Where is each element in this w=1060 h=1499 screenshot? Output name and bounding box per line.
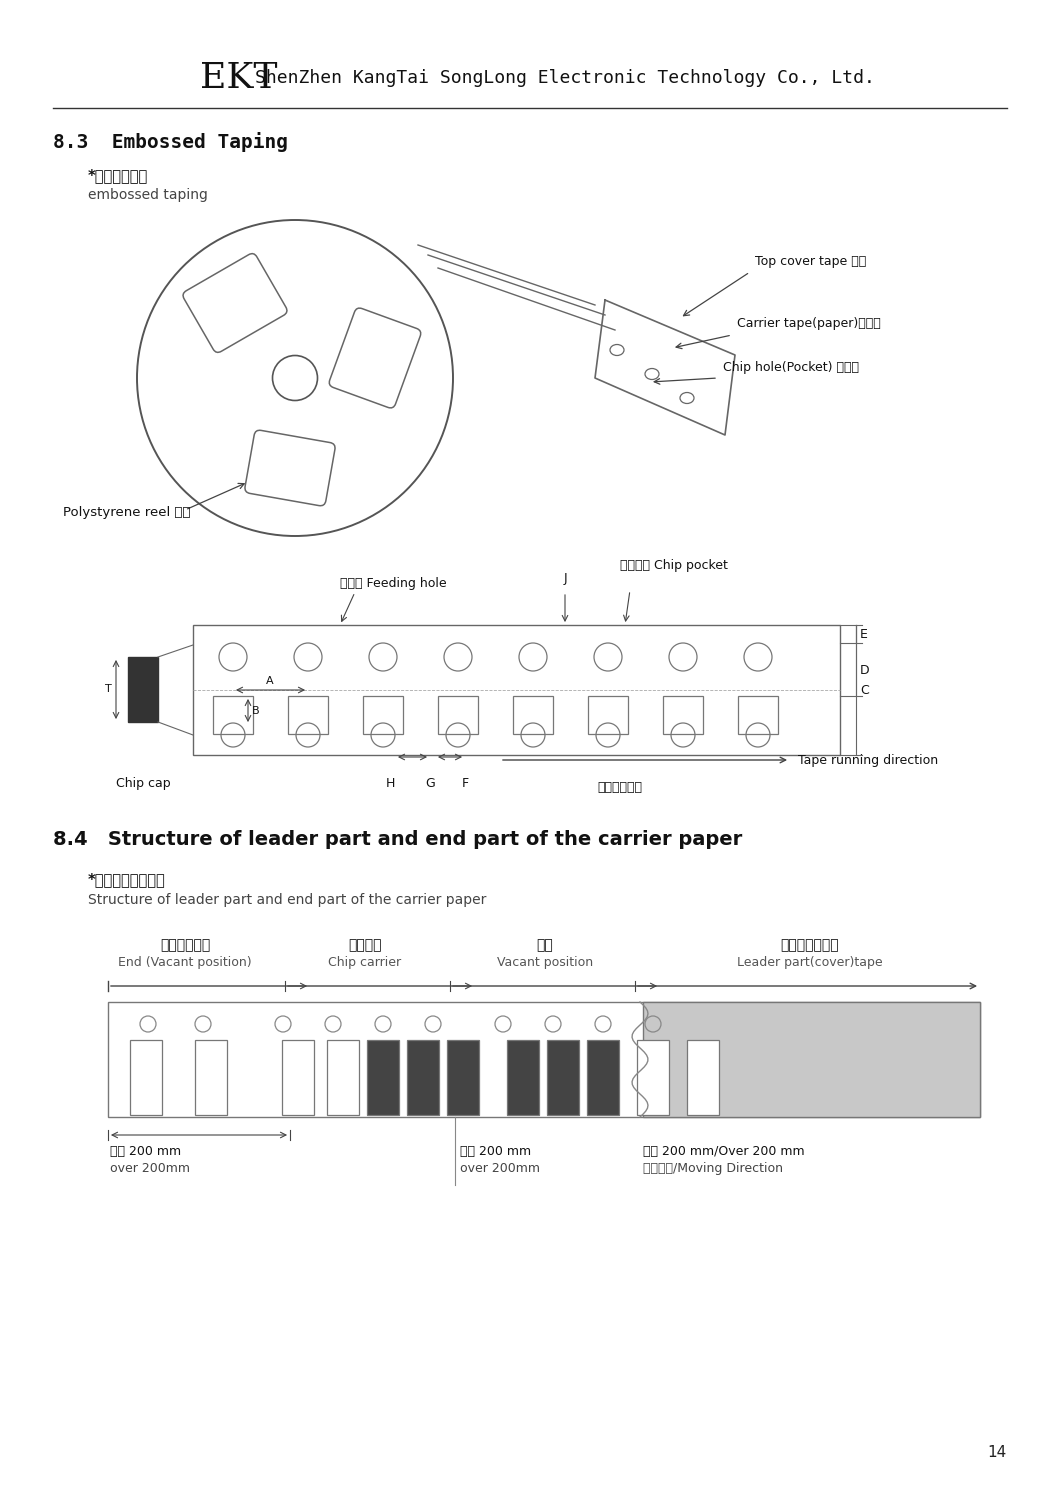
Text: H: H — [386, 776, 394, 790]
Bar — [130, 1040, 162, 1115]
Bar — [637, 1040, 669, 1115]
Text: 紙帶傳送方向: 紙帶傳送方向 — [598, 781, 642, 794]
Text: G: G — [425, 776, 435, 790]
Bar — [587, 1040, 619, 1115]
Bar — [547, 1040, 579, 1115]
Text: Carrier tape(paper)傳送帶: Carrier tape(paper)傳送帶 — [737, 316, 881, 330]
Text: 帶頭（面膠面）: 帶頭（面膠面） — [780, 938, 840, 952]
Text: Chip carrier: Chip carrier — [329, 956, 402, 968]
Bar — [513, 696, 553, 735]
Text: over 200mm: over 200mm — [110, 1162, 190, 1175]
Text: 傳送方向/Moving Direction: 傳送方向/Moving Direction — [643, 1162, 783, 1175]
Bar — [662, 696, 703, 735]
Text: 尾部（空帶）: 尾部（空帶） — [160, 938, 210, 952]
Bar — [326, 1040, 359, 1115]
Text: B: B — [252, 706, 260, 717]
Text: *塑膠卷盤結構: *塑膠卷盤結構 — [88, 168, 148, 183]
Text: T: T — [105, 684, 112, 694]
Text: Vacant position: Vacant position — [497, 956, 593, 968]
Bar — [438, 696, 478, 735]
Bar — [643, 1001, 980, 1117]
Text: Chip hole(Pocket) 芯片孔: Chip hole(Pocket) 芯片孔 — [723, 361, 859, 373]
Text: A: A — [266, 676, 273, 687]
Text: 大于 200 mm/Over 200 mm: 大于 200 mm/Over 200 mm — [643, 1145, 805, 1159]
Bar — [363, 696, 403, 735]
Text: Chip cap: Chip cap — [116, 776, 171, 790]
Text: Polystyrene reel 膠盤: Polystyrene reel 膠盤 — [63, 505, 191, 519]
Text: Leader part(cover)tape: Leader part(cover)tape — [737, 956, 883, 968]
Text: 空帶: 空帶 — [536, 938, 553, 952]
Text: 芯片傳送: 芯片傳送 — [349, 938, 382, 952]
Text: E: E — [860, 628, 868, 640]
Text: Tape running direction: Tape running direction — [798, 754, 938, 766]
Text: over 200mm: over 200mm — [460, 1162, 540, 1175]
Bar — [407, 1040, 439, 1115]
Text: Top cover tape 面膠: Top cover tape 面膠 — [755, 255, 866, 268]
Bar — [738, 696, 778, 735]
Text: 送帶孔 Feeding hole: 送帶孔 Feeding hole — [340, 577, 446, 591]
Bar — [288, 696, 328, 735]
Bar — [447, 1040, 479, 1115]
Bar — [128, 657, 158, 723]
Bar — [588, 696, 628, 735]
Text: 8.3  Embossed Taping: 8.3 Embossed Taping — [53, 132, 288, 151]
Text: embossed taping: embossed taping — [88, 187, 208, 202]
Text: 8.4   Structure of leader part and end part of the carrier paper: 8.4 Structure of leader part and end par… — [53, 830, 742, 848]
Text: *傳送帶的前後結構: *傳送帶的前後結構 — [88, 872, 165, 887]
Text: 大于 200 mm: 大于 200 mm — [460, 1145, 531, 1159]
Text: Structure of leader part and end part of the carrier paper: Structure of leader part and end part of… — [88, 893, 487, 907]
Text: D: D — [860, 664, 869, 676]
Text: C: C — [860, 684, 869, 697]
Text: J: J — [563, 573, 567, 585]
Text: End (Vacant position): End (Vacant position) — [118, 956, 252, 968]
Text: F: F — [461, 776, 469, 790]
Text: 大于 200 mm: 大于 200 mm — [110, 1145, 181, 1159]
Text: ShenZhen KangTai SongLong Electronic Technology Co., Ltd.: ShenZhen KangTai SongLong Electronic Tec… — [255, 69, 874, 87]
Bar — [367, 1040, 399, 1115]
Bar — [193, 625, 840, 755]
Bar — [282, 1040, 314, 1115]
Text: EKT: EKT — [200, 61, 278, 94]
Text: 芯片方穴 Chip pocket: 芯片方穴 Chip pocket — [620, 559, 728, 573]
Bar — [687, 1040, 719, 1115]
Bar — [195, 1040, 227, 1115]
Text: 14: 14 — [988, 1445, 1007, 1460]
Bar — [507, 1040, 538, 1115]
Bar — [213, 696, 253, 735]
Bar — [108, 1001, 981, 1117]
